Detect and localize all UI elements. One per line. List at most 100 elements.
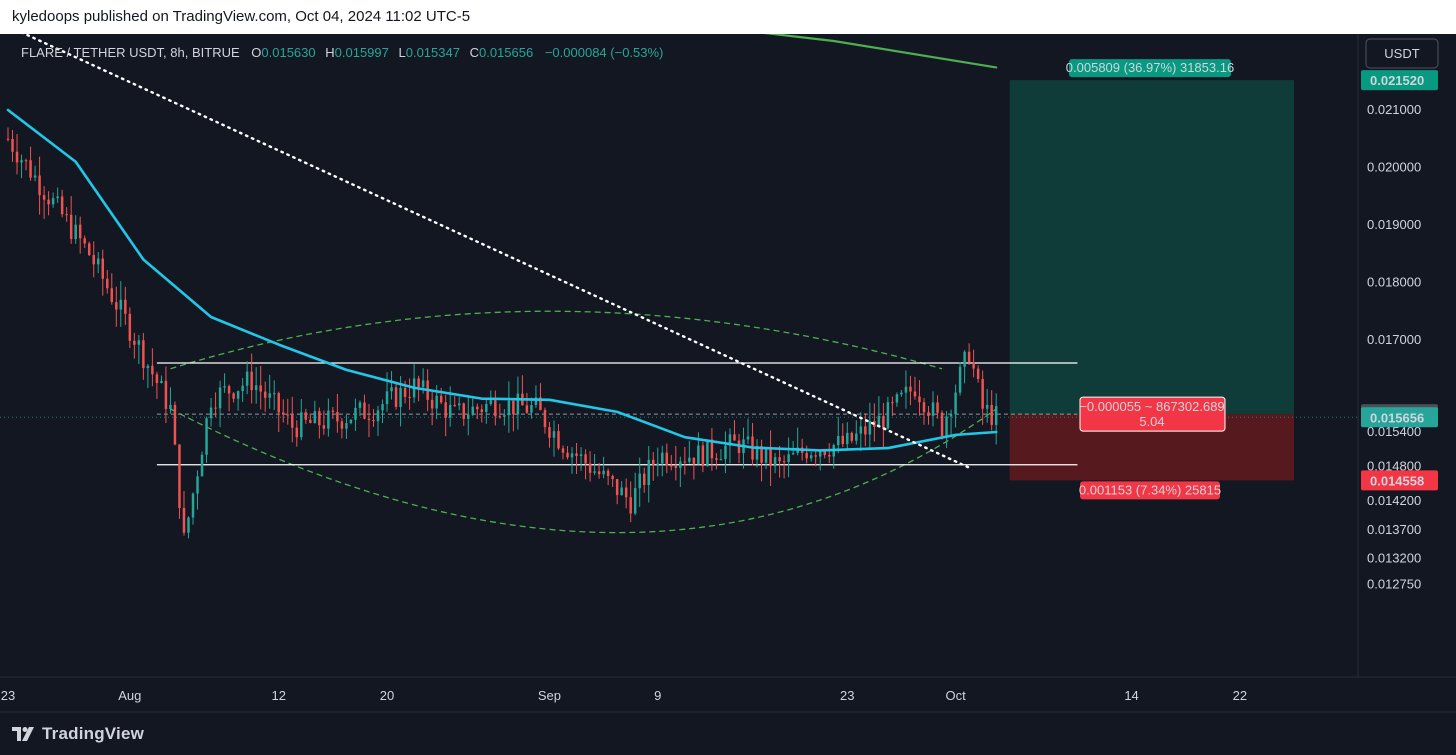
candle: [394, 387, 398, 407]
candle: [399, 387, 402, 407]
candle: [277, 393, 280, 413]
price-tick-label: 0.014800: [1367, 459, 1421, 474]
candle: [661, 452, 664, 464]
candle: [918, 396, 921, 403]
candle: [868, 421, 872, 435]
candle: [981, 378, 984, 409]
candle: [453, 404, 456, 406]
legend-symbol: FLARE / TETHER USDT, 8h, BITRUE: [21, 45, 240, 60]
entry-label-line-2: 5.04: [1139, 414, 1164, 429]
candle: [507, 400, 511, 416]
candle: [697, 445, 700, 465]
candle: [976, 368, 980, 379]
price-tick-label: 0.020000: [1367, 160, 1421, 175]
candle: [963, 351, 966, 367]
candle: [886, 402, 890, 429]
candle: [214, 407, 217, 409]
curved-channel[interactable]: [170, 310, 997, 534]
candle: [372, 419, 375, 422]
time-tick-label: 23: [840, 688, 854, 703]
candle: [746, 436, 750, 440]
time-tick-label: Sep: [538, 688, 561, 703]
candle: [345, 423, 348, 429]
price-tick-label: 0.012750: [1367, 576, 1421, 591]
candle: [51, 198, 55, 205]
time-tick-label: 22: [1233, 688, 1247, 703]
candle: [841, 435, 845, 445]
time-axis-labels: 23 Aug 12 20 Sep 9 23 Oct 14 22: [1, 688, 1247, 703]
candle: [119, 299, 123, 310]
moving-average-line: [6, 108, 998, 452]
candle: [904, 386, 908, 393]
price-axis[interactable]: [1358, 34, 1456, 677]
entry-label-line-1: −0.000055 ~ 867302.689: [1079, 399, 1224, 414]
price-chart[interactable]: 0.021000 0.020000 0.019000 0.018000 0.017000…: [0, 34, 1456, 722]
time-tick-label: Aug: [118, 688, 141, 703]
candle: [864, 426, 867, 435]
candle: [115, 302, 118, 310]
candle: [728, 434, 732, 446]
candle: [160, 380, 163, 383]
candle: [83, 238, 86, 244]
candle: [106, 278, 109, 289]
legend-high-label: H: [325, 45, 334, 60]
candle: [715, 458, 718, 460]
candle: [263, 391, 267, 398]
candle: [674, 465, 678, 468]
candle: [787, 454, 790, 463]
candle: [575, 453, 578, 457]
candle: [300, 412, 303, 438]
candle: [724, 445, 727, 460]
candle: [223, 386, 226, 388]
candle: [882, 415, 885, 429]
price-tick-label: 0.021000: [1367, 102, 1421, 117]
candle: [430, 399, 434, 409]
long-moving-average-line: [763, 34, 998, 69]
candle: [494, 400, 497, 417]
candle: [69, 214, 73, 240]
candle: [209, 407, 213, 419]
candle: [624, 487, 628, 498]
candle: [133, 340, 136, 345]
candle: [476, 406, 479, 410]
candle: [990, 404, 993, 425]
candle: [169, 404, 172, 409]
candle: [241, 385, 244, 392]
candle: [42, 195, 46, 200]
candle: [408, 396, 411, 398]
price-tick-label: 0.018000: [1367, 275, 1421, 290]
long-position-tool[interactable]: [1009, 80, 1294, 481]
time-axis[interactable]: [0, 678, 1358, 712]
candle: [340, 421, 344, 429]
candle: [471, 406, 475, 415]
horizontal-levels[interactable]: [0, 362, 1358, 466]
candle: [205, 418, 208, 455]
channel-lower-curve[interactable]: [170, 408, 997, 534]
candle: [480, 409, 484, 413]
trendline[interactable]: [22, 34, 971, 469]
candle: [457, 403, 461, 406]
candle: [606, 470, 610, 476]
price-tick-label: 0.013700: [1367, 522, 1421, 537]
legend-change: −0.000084 (−0.53%): [545, 45, 664, 60]
channel-upper-curve[interactable]: [170, 310, 943, 370]
candle: [936, 402, 939, 413]
time-tick-label: 9: [654, 688, 661, 703]
candle: [435, 395, 438, 409]
price-badge: [1361, 470, 1438, 491]
candle: [954, 392, 957, 415]
candle: [92, 255, 95, 265]
legend-open: 0.015630: [261, 45, 315, 60]
time-tick-label: Oct: [945, 688, 966, 703]
candle: [254, 385, 258, 391]
candle: [652, 459, 655, 465]
currency-button[interactable]: [1365, 38, 1439, 69]
candle: [827, 455, 831, 457]
candle: [6, 138, 10, 140]
dotted-trendline[interactable]: [22, 34, 971, 469]
legend-open-label: O: [251, 45, 261, 60]
price-badge-label: 0.014558: [1370, 473, 1424, 488]
candle: [516, 393, 520, 415]
target-zone[interactable]: [1009, 80, 1294, 415]
candle: [764, 447, 768, 463]
